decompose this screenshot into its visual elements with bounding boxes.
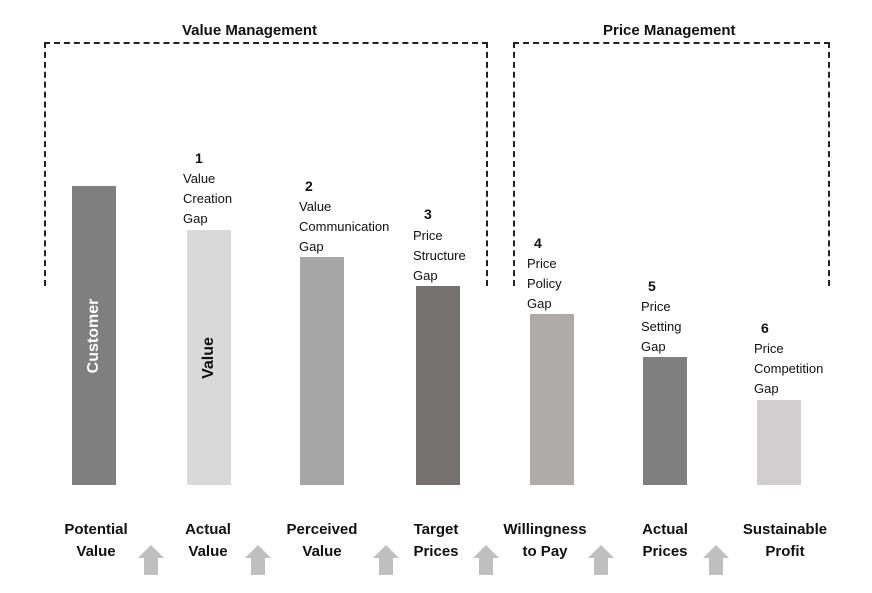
gap-number-6: 6 bbox=[761, 320, 769, 336]
gap-label-3: Price Structure Gap bbox=[413, 228, 466, 283]
bar-6 bbox=[643, 357, 687, 485]
category-label: Target Prices bbox=[413, 521, 459, 560]
up-arrow-icon bbox=[473, 545, 499, 575]
up-arrow-icon bbox=[588, 545, 614, 575]
gap-number-5: 5 bbox=[648, 278, 656, 294]
bar-1: Customer bbox=[72, 186, 116, 485]
bar-7 bbox=[757, 400, 801, 485]
bar-3 bbox=[300, 257, 344, 485]
category-label: Actual Value bbox=[185, 521, 231, 560]
bar-2: Value bbox=[187, 230, 231, 485]
category-label: Perceived Value bbox=[286, 521, 358, 560]
bar-vertical-label: Value bbox=[200, 336, 217, 379]
gap-number-1: 1 bbox=[195, 150, 203, 166]
up-arrow-icon bbox=[245, 545, 271, 575]
gap-label-6: Price Competition Gap bbox=[754, 341, 824, 396]
gap-label-2: Value Communication Gap bbox=[299, 199, 390, 254]
gap-label-5: Price Setting Gap bbox=[641, 299, 682, 354]
up-arrow-icon bbox=[138, 545, 164, 575]
category-label: Sustainable Profit bbox=[742, 521, 828, 560]
bar-4 bbox=[416, 286, 460, 485]
gap-number-3: 3 bbox=[424, 206, 432, 222]
value-management-bracket bbox=[44, 42, 488, 286]
price-management-title: Price Management bbox=[597, 22, 742, 39]
category-label: Potential Value bbox=[64, 521, 128, 560]
gap-number-4: 4 bbox=[534, 235, 542, 251]
value-management-title: Value Management bbox=[176, 22, 324, 39]
bar-5 bbox=[530, 314, 574, 485]
gap-label-4: Price Policy Gap bbox=[527, 256, 562, 311]
bar-vertical-label: Customer bbox=[85, 298, 102, 373]
category-label: Willingness to Pay bbox=[503, 521, 587, 560]
gap-label-1: Value Creation Gap bbox=[183, 171, 233, 226]
up-arrow-icon bbox=[373, 545, 399, 575]
category-label: Actual Prices bbox=[642, 521, 688, 560]
gap-number-2: 2 bbox=[305, 178, 313, 194]
price-management-bracket bbox=[513, 42, 830, 286]
up-arrow-icon bbox=[703, 545, 729, 575]
